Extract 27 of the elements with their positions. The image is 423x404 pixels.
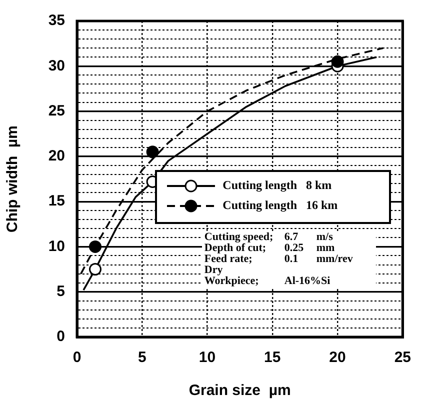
x-tick-label: 0: [72, 349, 82, 366]
x-tick-label: 20: [329, 349, 346, 366]
y-tick-label: 5: [56, 283, 65, 300]
y-tick-label: 0: [56, 328, 65, 346]
x-tick-label: 5: [138, 349, 146, 366]
text: Depth of cut; 0.25 mm: [204, 242, 335, 254]
annotation: Dry: [204, 264, 223, 276]
x-axis-title: Grain size µm: [188, 382, 291, 400]
y-tick-label: 30: [48, 57, 65, 74]
text: Feed rate; 0.1 mm/rev: [204, 253, 353, 266]
legend-label: Cutting length 16 km: [222, 198, 338, 214]
y-tick-label: 20: [48, 148, 65, 165]
y-axis-title: Chip width µm: [4, 126, 22, 232]
text: Cutting speed; 6.7 m/s: [204, 231, 333, 244]
point: [88, 240, 102, 253]
y-tick-label: 25: [48, 102, 65, 120]
point: [331, 55, 344, 68]
y-tick-label: 35: [48, 12, 65, 30]
point: [88, 263, 102, 276]
text: Workpiece; Al-16%Si: [204, 275, 330, 288]
legend-label: Cutting length 8 km: [222, 178, 332, 194]
point: [146, 146, 159, 158]
x-tick-label: 10: [198, 349, 216, 366]
x-tick-label: 15: [264, 349, 281, 366]
y-tick-label: 15: [48, 192, 65, 210]
y-tick-label: 10: [48, 238, 65, 255]
x-tick-label: 25: [394, 349, 411, 366]
